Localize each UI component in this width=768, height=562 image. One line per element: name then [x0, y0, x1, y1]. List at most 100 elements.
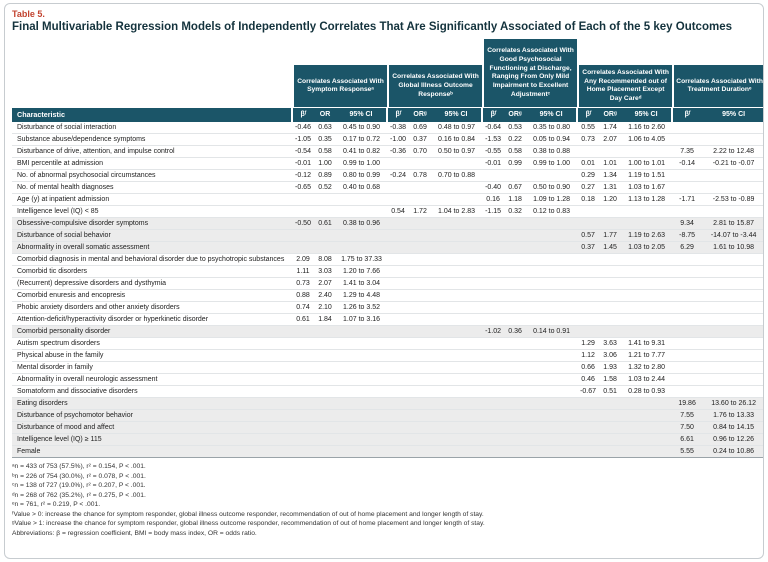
value-cell	[387, 349, 410, 363]
value-cell	[599, 313, 622, 327]
table-row: No. of mental health diagnoses -0.65 0.52 0…	[12, 181, 763, 195]
value-cell	[621, 421, 673, 435]
value-cell	[387, 229, 410, 243]
value-cell	[599, 445, 622, 459]
value-cell	[702, 205, 763, 219]
value-cell	[599, 217, 622, 231]
value-cell	[314, 409, 336, 423]
value-cell	[599, 421, 622, 435]
value-cell: 0.35	[314, 133, 336, 147]
value-cell	[526, 265, 578, 279]
value-cell	[387, 241, 410, 255]
value-cell	[577, 445, 600, 459]
value-cell	[526, 361, 578, 375]
value-cell	[599, 265, 622, 279]
value-cell	[702, 181, 763, 195]
value-cell: -0.40	[482, 181, 505, 195]
row-label: Physical abuse in the family	[12, 349, 292, 363]
value-cell: 1.00	[314, 157, 336, 171]
value-cell	[672, 349, 703, 363]
value-cell	[482, 289, 505, 303]
value-cell: 13.60 to 26.12	[702, 397, 763, 411]
value-cell	[387, 265, 410, 279]
row-label: Somatoform and dissociative disorders	[12, 385, 292, 399]
row-label: Comorbid personality disorder	[12, 325, 292, 339]
row-label: No. of abnormal psychosocial circumstanc…	[12, 169, 292, 183]
value-cell	[621, 313, 673, 327]
table-row: Disturbance of social behavior 0.57 1.77 1.…	[12, 229, 763, 243]
value-cell	[431, 313, 483, 327]
value-cell	[599, 409, 622, 423]
value-cell	[409, 361, 432, 375]
value-cell: 1.77	[599, 229, 622, 243]
value-cell	[292, 397, 314, 411]
value-cell	[621, 397, 673, 411]
row-label: Attention-deficit/hyperactivity disorder…	[12, 313, 292, 327]
column-group-header: Correlates Associated With Good Psychoso…	[482, 39, 578, 108]
sub-column-header: ORᵍ	[409, 107, 432, 123]
value-cell	[292, 337, 314, 351]
value-cell: 1.06 to 4.05	[621, 133, 673, 147]
table-row: Phobic anxiety disorders and other anxie…	[12, 301, 763, 315]
table-row: Intelligence level (IQ) < 85 0.54 1.72 1.04…	[12, 205, 763, 219]
value-cell	[504, 277, 527, 291]
value-cell	[599, 397, 622, 411]
value-cell: 1.29 to 4.48	[336, 289, 388, 303]
value-cell	[409, 373, 432, 387]
value-cell	[336, 433, 388, 447]
value-cell: 0.28 to 0.93	[621, 385, 673, 399]
sub-column-header: ORᵍ	[599, 107, 622, 123]
value-cell: 0.18	[577, 193, 600, 207]
value-cell	[292, 433, 314, 447]
value-cell	[526, 229, 578, 243]
value-cell: 0.32	[504, 205, 527, 219]
table-row: Age (y) at inpatient admission 0.16 1.18 1.…	[12, 193, 763, 207]
table-row: Mental disorder in family 0.66 1.93 1.32 to…	[12, 361, 763, 375]
value-cell	[702, 385, 763, 399]
value-cell	[336, 397, 388, 411]
value-cell	[431, 301, 483, 315]
value-cell	[577, 145, 600, 159]
footnote-line: ᵃn = 433 of 753 (57.5%), r² = 0.154, P <…	[12, 463, 146, 471]
row-label: Eating disorders	[12, 397, 292, 411]
value-cell: -0.36	[387, 145, 410, 159]
table-row: Substance abuse/dependence symptoms -1.05…	[12, 133, 763, 147]
value-cell	[621, 277, 673, 291]
value-cell	[504, 313, 527, 327]
value-cell	[292, 205, 314, 219]
value-cell	[482, 229, 505, 243]
value-cell: -0.46	[292, 122, 314, 135]
value-cell	[526, 277, 578, 291]
value-cell: 3.63	[599, 337, 622, 351]
value-cell	[702, 133, 763, 147]
table-row: Autism spectrum disorders 1.29 3.63 1.41 to…	[12, 337, 763, 351]
table-row: No. of abnormal psychosocial circumstanc…	[12, 169, 763, 183]
column-group-title: Correlates Associated With Global Illnes…	[389, 65, 483, 108]
value-cell: 8.08	[314, 253, 336, 267]
value-cell	[409, 385, 432, 399]
value-cell	[292, 229, 314, 243]
value-cell: 1.20 to 7.66	[336, 265, 388, 279]
row-label: Comorbid tic disorders	[12, 265, 292, 279]
value-cell	[504, 349, 527, 363]
value-cell	[387, 337, 410, 351]
value-cell	[431, 409, 483, 423]
value-cell	[387, 373, 410, 387]
value-cell	[526, 385, 578, 399]
value-cell	[387, 157, 410, 171]
value-cell: 0.58	[314, 145, 336, 159]
value-cell: 1.11	[292, 265, 314, 279]
value-cell: -0.24	[387, 169, 410, 183]
row-label: Disturbance of social interaction	[12, 122, 292, 135]
value-cell	[504, 397, 527, 411]
table-row: Abnormality in overall somatic assessmen…	[12, 241, 763, 255]
column-group-title: Correlates Associated With Symptom Respo…	[294, 65, 388, 108]
value-cell: 0.27	[577, 181, 600, 195]
value-cell	[431, 337, 483, 351]
value-cell	[409, 433, 432, 447]
value-cell	[409, 397, 432, 411]
value-cell	[482, 421, 505, 435]
row-label: Female	[12, 445, 292, 459]
value-cell	[702, 289, 763, 303]
value-cell	[336, 241, 388, 255]
